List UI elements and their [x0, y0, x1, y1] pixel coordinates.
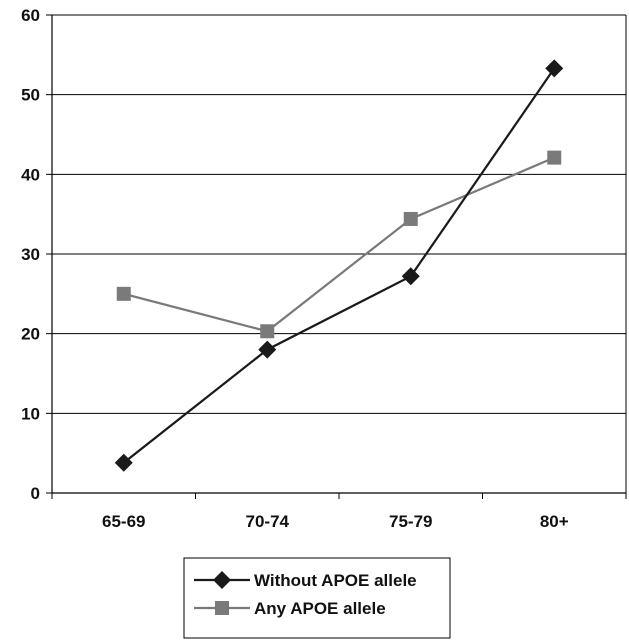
legend: Without APOE allele Any APOE allele	[183, 557, 451, 639]
legend-label-any-apoe: Any APOE allele	[254, 599, 386, 618]
y-tick-label: 40	[21, 165, 40, 184]
y-tick-label: 30	[21, 245, 40, 264]
x-tick-label: 65-69	[102, 512, 145, 531]
data-point-any-apoe	[403, 211, 418, 226]
y-tick-label: 20	[21, 325, 40, 344]
legend-box	[183, 557, 451, 639]
data-point-any-apoe	[116, 286, 131, 301]
y-tick-label: 0	[31, 484, 40, 503]
data-point-without-apoe	[258, 340, 277, 359]
y-tick-label: 50	[21, 86, 40, 105]
y-tick-label: 10	[21, 404, 40, 423]
data-point-without-apoe	[545, 59, 564, 78]
legend-marker-without-apoe	[213, 571, 231, 589]
legend-label-without-apoe: Without APOE allele	[254, 571, 417, 590]
y-tick-label: 60	[21, 6, 40, 25]
data-point-without-apoe	[401, 267, 420, 286]
axes: 0 10 20 30 40 50 60 65-69 70-74 75-79 80+	[21, 6, 627, 531]
data-point-any-apoe	[547, 150, 562, 165]
series-line-without-apoe	[123, 67, 556, 464]
data-point-any-apoe	[260, 324, 275, 339]
legend-marker-any-apoe	[215, 601, 229, 615]
gridlines	[52, 14, 626, 414]
series-lines	[114, 59, 564, 472]
x-tick-label: 80+	[540, 512, 569, 531]
x-tick-label: 70-74	[246, 512, 290, 531]
x-tick-label: 75-79	[389, 512, 432, 531]
series-line-any-apoe	[123, 156, 555, 333]
data-point-without-apoe	[114, 453, 133, 472]
